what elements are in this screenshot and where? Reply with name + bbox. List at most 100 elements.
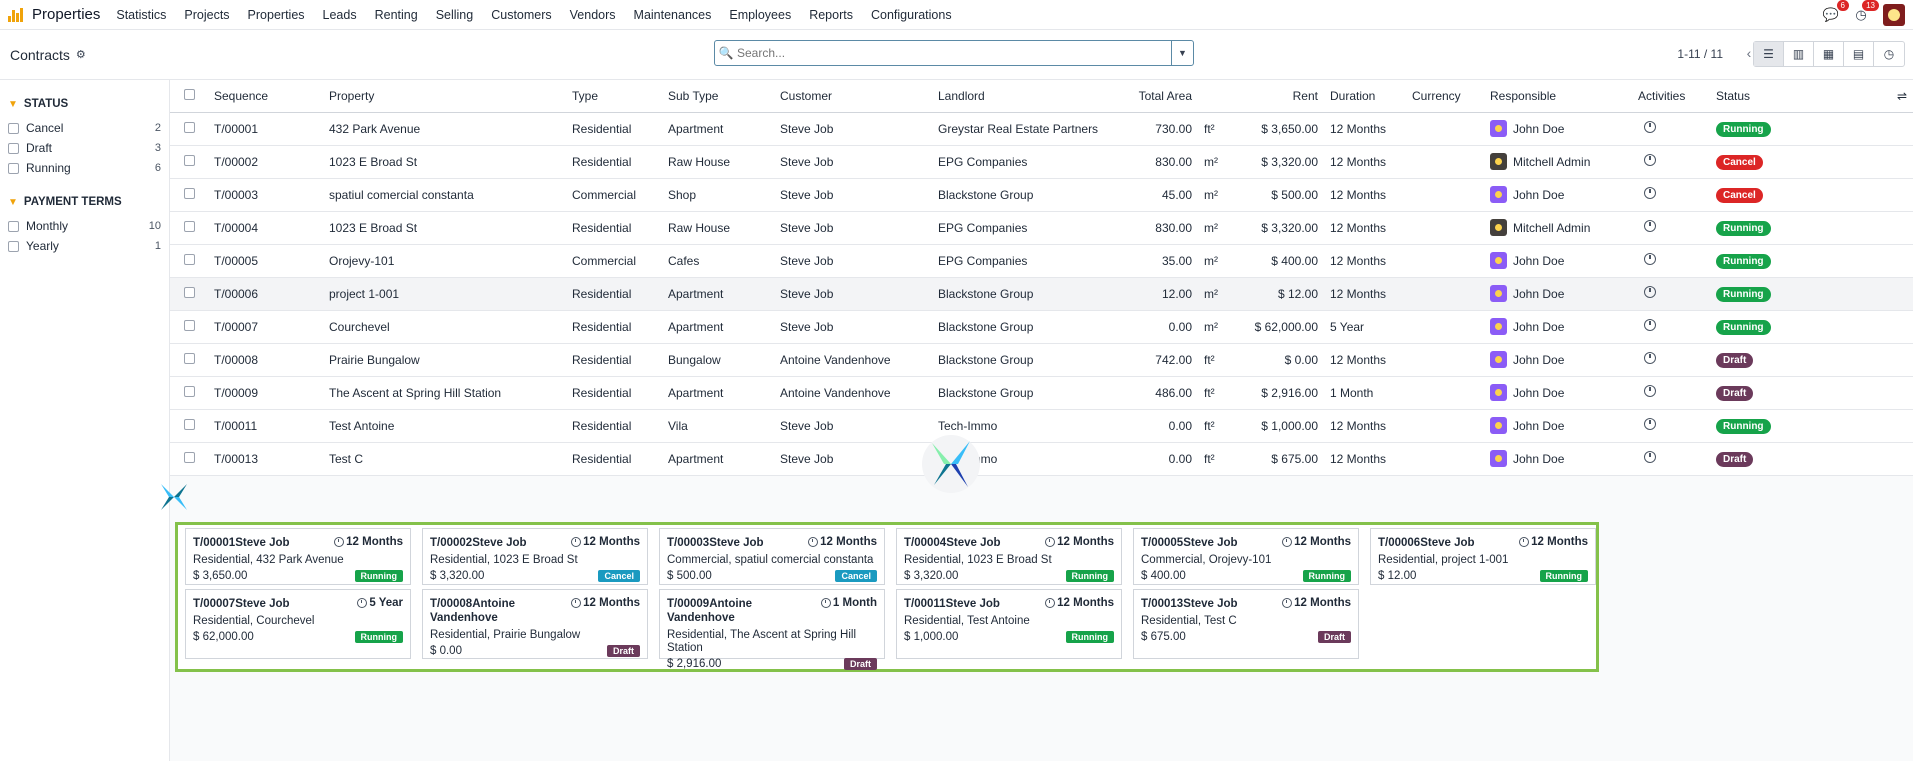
header-subtype[interactable]: Sub Type <box>662 80 774 113</box>
filter-terms-yearly[interactable]: Yearly 1 <box>8 236 161 256</box>
kanban-view-icon[interactable]: ▥ <box>1784 42 1814 66</box>
activity-clock-icon[interactable] <box>1644 286 1656 298</box>
kanban-card[interactable]: T/00013Steve Job 12 Months Residential, Te… <box>1133 589 1359 659</box>
pager-value[interactable]: 1-11 / 11 <box>1677 47 1723 61</box>
table-row[interactable]: T/00004 1023 E Broad St Residential Raw Hou… <box>170 211 1913 245</box>
checkbox[interactable] <box>8 240 19 252</box>
header-rent[interactable]: Rent <box>1228 80 1324 113</box>
checkbox[interactable] <box>8 122 19 134</box>
table-row[interactable]: T/00013 Test C Residential Apartment Steve J… <box>170 442 1913 476</box>
kanban-card[interactable]: T/00002Steve Job 12 Months Residential, 10… <box>422 528 648 585</box>
messages-icon[interactable]: 💬 6 <box>1823 0 1849 23</box>
activity-clock-icon[interactable] <box>1644 319 1656 331</box>
menu-renting[interactable]: Renting <box>374 7 418 22</box>
activity-clock-icon[interactable] <box>1644 385 1656 397</box>
activity-clock-icon[interactable] <box>1644 451 1656 463</box>
card-duration-label: 12 Months <box>583 536 640 548</box>
row-checkbox[interactable] <box>184 187 195 199</box>
app-logo-icon[interactable] <box>8 7 24 22</box>
kanban-card[interactable]: T/00005Steve Job 12 Months Commercial, Oro… <box>1133 528 1359 585</box>
menu-leads[interactable]: Leads <box>322 7 357 22</box>
header-duration[interactable]: Duration <box>1324 80 1406 113</box>
menu-employees[interactable]: Employees <box>729 7 792 22</box>
search-input[interactable] <box>737 46 1171 60</box>
search-options-dropdown-icon[interactable]: ▼ <box>1171 41 1193 65</box>
filter-terms-monthly[interactable]: Monthly 10 <box>8 216 161 236</box>
row-checkbox[interactable] <box>184 220 195 232</box>
table-row[interactable]: T/00009 The Ascent at Spring Hill Station… <box>170 376 1913 410</box>
menu-configurations[interactable]: Configurations <box>870 7 952 22</box>
row-checkbox[interactable] <box>184 154 195 166</box>
menu-reports[interactable]: Reports <box>809 7 853 22</box>
table-row[interactable]: T/00003 spatiul comercial constanta Commer… <box>170 178 1913 212</box>
activity-view-icon[interactable]: ◷ <box>1883 47 1895 61</box>
activity-clock-icon[interactable] <box>1644 187 1656 199</box>
header-status[interactable]: Status <box>1710 80 1889 113</box>
kanban-card[interactable]: T/00008Antoine Vandenhove 12 Months Reside… <box>422 589 648 659</box>
menu-vendors[interactable]: Vendors <box>569 7 616 22</box>
row-checkbox[interactable] <box>184 121 195 133</box>
filter-status-cancel[interactable]: Cancel 2 <box>8 118 161 138</box>
checkbox[interactable] <box>8 142 19 154</box>
row-checkbox[interactable] <box>184 319 195 331</box>
filter-status-draft[interactable]: Draft 3 <box>8 138 161 158</box>
row-checkbox[interactable] <box>184 253 195 265</box>
activity-clock-icon[interactable] <box>1644 220 1656 232</box>
header-sequence[interactable]: Sequence <box>208 80 323 113</box>
pivot-view-icon[interactable]: ▤ <box>1844 42 1874 66</box>
cell-activities <box>1632 211 1710 245</box>
header-customer[interactable]: Customer <box>774 80 932 113</box>
table-row[interactable]: T/00006 project 1-001 Residential Apartment… <box>170 277 1913 311</box>
gear-icon[interactable]: ⚙ <box>75 49 86 61</box>
row-checkbox[interactable] <box>184 352 195 364</box>
table-row[interactable]: T/00008 Prairie Bungalow Residential Bungal… <box>170 343 1913 377</box>
kanban-card[interactable]: T/00004Steve Job 12 Months Residential, 10… <box>896 528 1122 585</box>
kanban-card[interactable]: T/00007Steve Job 5 Year Residential, Courc… <box>185 589 411 659</box>
kanban-card[interactable]: T/00001Steve Job 12 Months Residential, 43… <box>185 528 411 585</box>
checkbox[interactable] <box>8 162 19 174</box>
table-row[interactable]: T/00011 Test Antoine Residential Vila Steve … <box>170 409 1913 443</box>
kanban-card[interactable]: T/00006Steve Job 12 Months Residential, pr… <box>1370 528 1596 585</box>
filter-status-running[interactable]: Running 6 <box>8 158 161 178</box>
header-currency[interactable]: Currency <box>1406 80 1484 113</box>
menu-customers[interactable]: Customers <box>491 7 552 22</box>
activity-clock-icon[interactable] <box>1644 418 1656 430</box>
header-total-area[interactable]: Total Area <box>1122 80 1198 113</box>
activity-clock-icon[interactable] <box>1644 121 1656 133</box>
menu-maintenances[interactable]: Maintenances <box>633 7 712 22</box>
select-all-checkbox[interactable] <box>184 88 195 100</box>
calendar-view-icon[interactable]: ▦ <box>1814 42 1844 66</box>
menu-projects[interactable]: Projects <box>184 7 230 22</box>
activity-clock-icon[interactable] <box>1644 154 1656 166</box>
activity-clock-icon[interactable] <box>1644 352 1656 364</box>
cell-landlord: Blackstone Group <box>932 277 1122 311</box>
user-avatar[interactable] <box>1883 3 1905 26</box>
row-checkbox[interactable] <box>184 286 195 298</box>
row-checkbox[interactable] <box>184 451 195 463</box>
pager-previous-icon[interactable]: ‹ <box>1746 45 1752 61</box>
table-row[interactable]: T/00002 1023 E Broad St Residential Raw Hou… <box>170 145 1913 179</box>
menu-statistics[interactable]: Statistics <box>116 7 167 22</box>
menu-selling[interactable]: Selling <box>435 7 474 22</box>
header-type[interactable]: Type <box>566 80 662 113</box>
checkbox[interactable] <box>8 220 19 232</box>
kanban-card[interactable]: T/00003Steve Job 12 Months Commercial, spa… <box>659 528 885 585</box>
row-checkbox[interactable] <box>184 418 195 430</box>
kanban-card[interactable]: T/00011Steve Job 12 Months Residential, Te… <box>896 589 1122 659</box>
row-checkbox[interactable] <box>184 385 195 397</box>
header-responsible[interactable]: Responsible <box>1484 80 1632 113</box>
activity-clock-icon[interactable] <box>1644 253 1656 265</box>
table-row[interactable]: T/00001 432 Park Avenue Residential Apartme… <box>170 112 1913 146</box>
column-settings-icon[interactable]: ⇌ <box>1889 80 1913 113</box>
app-name[interactable]: Properties <box>32 6 101 23</box>
activity-clock-icon[interactable]: ◷ 13 <box>1853 0 1879 23</box>
kanban-card[interactable]: T/00009Antoine Vandenhove 1 Month Resident… <box>659 589 885 670</box>
responsible-name: John Doe <box>1513 352 1565 367</box>
header-landlord[interactable]: Landlord <box>932 80 1122 113</box>
header-property[interactable]: Property <box>323 80 566 113</box>
list-view-icon[interactable]: ☰ <box>1754 42 1784 66</box>
header-activities[interactable]: Activities <box>1632 80 1710 113</box>
table-row[interactable]: T/00007 Courchevel Residential Apartment Ste… <box>170 310 1913 344</box>
table-row[interactable]: T/00005 Orojevy-101 Commercial Cafes Steve J… <box>170 244 1913 278</box>
menu-properties[interactable]: Properties <box>247 7 305 22</box>
